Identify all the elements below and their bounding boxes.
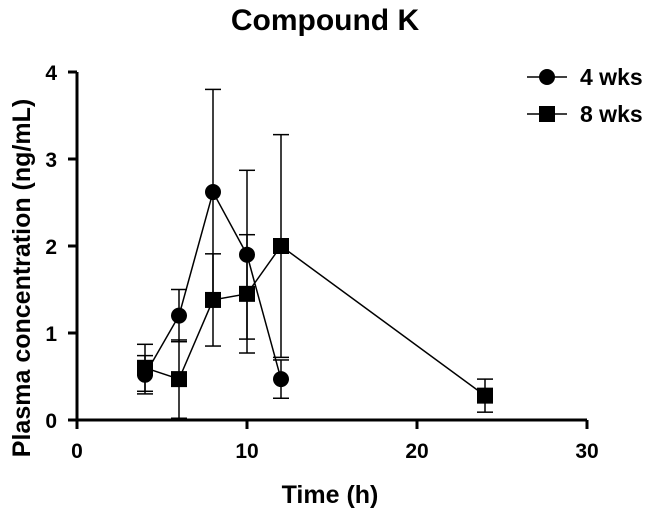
legend-square-marker <box>539 106 555 122</box>
legend-circle-marker <box>539 69 555 85</box>
chart-title: Compound K <box>231 4 420 37</box>
x-tick-label: 30 <box>575 440 598 463</box>
y-tick-label: 2 <box>45 236 57 259</box>
legend-label: 4 wks <box>580 64 643 90</box>
data-point <box>205 184 221 201</box>
x-tick-label: 0 <box>71 440 83 463</box>
data-point <box>171 371 187 388</box>
legend-item: 4 wks <box>527 64 643 90</box>
y-tick-label: 1 <box>45 323 57 346</box>
x-axis-label: Time (h) <box>282 481 379 509</box>
data-point <box>477 387 493 404</box>
x-tick-label: 10 <box>235 440 258 463</box>
series-line <box>144 244 486 397</box>
y-tick-label: 0 <box>45 410 57 433</box>
legend-item: 8 wks <box>527 101 643 127</box>
data-point <box>273 238 289 254</box>
y-tick-label: 4 <box>45 62 57 85</box>
legend: 4 wks 8 wks <box>527 64 643 127</box>
y-tick-label: 3 <box>45 149 57 172</box>
series-square <box>137 133 493 420</box>
data-point <box>137 359 153 376</box>
legend-label: 8 wks <box>580 101 643 127</box>
x-tick-label: 20 <box>405 440 428 463</box>
y-axis-label: Plasma concentration (ng/mL) <box>8 99 36 457</box>
data-point <box>273 371 289 388</box>
data-point <box>171 307 187 324</box>
data-point <box>205 291 221 308</box>
series-circle <box>137 88 289 399</box>
series-layer <box>137 88 493 420</box>
axis-ticks: 0 10 20 30 0 1 2 3 4 <box>45 62 598 463</box>
data-point <box>239 285 255 302</box>
